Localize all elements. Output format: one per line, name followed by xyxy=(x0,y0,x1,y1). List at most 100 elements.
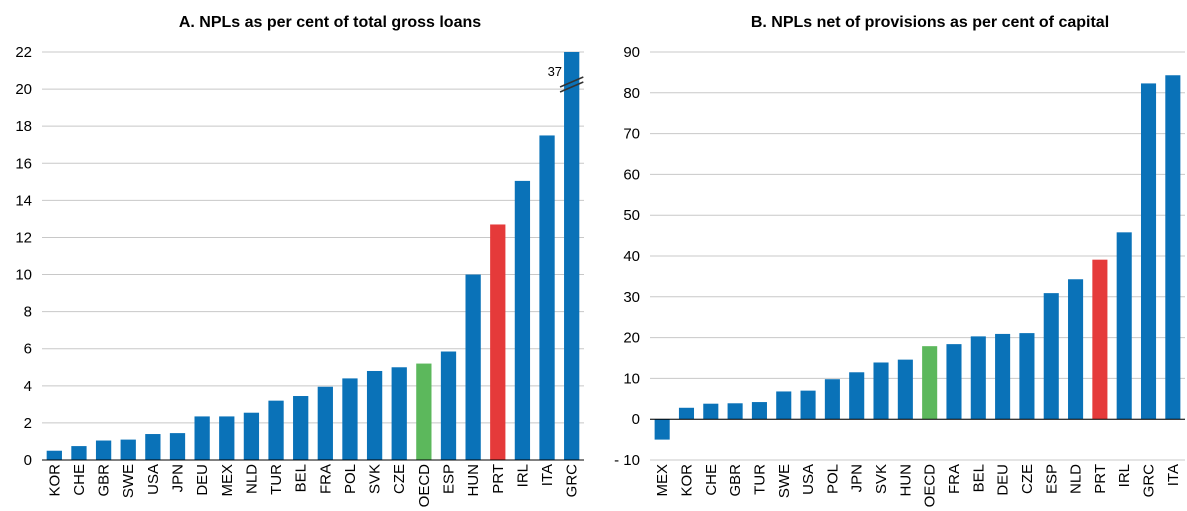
x-tick-label: MEX xyxy=(654,464,671,497)
chart-title: A. NPLs as per cent of total gross loans xyxy=(179,14,481,31)
bar xyxy=(897,359,913,420)
x-tick-label: OECD xyxy=(416,464,433,508)
x-tick-label: USA xyxy=(800,464,817,495)
bar xyxy=(800,390,816,420)
x-tick-label: SVK xyxy=(873,464,890,494)
x-tick-label: KOR xyxy=(678,464,695,497)
x-tick-label: JPN xyxy=(849,464,866,492)
bar xyxy=(1068,279,1084,420)
x-tick-label: IRL xyxy=(1116,464,1133,487)
bar xyxy=(995,333,1011,420)
bar xyxy=(391,367,407,460)
bar xyxy=(514,180,531,460)
chart-panel: B. NPLs net of provisions as per cent of… xyxy=(614,14,1185,507)
bars xyxy=(46,52,580,460)
bar xyxy=(873,362,889,420)
bar xyxy=(243,412,260,460)
x-tick-label: ESP xyxy=(1043,464,1060,494)
x-tick-label: SVK xyxy=(367,464,384,494)
bar xyxy=(342,378,358,460)
x-tick-label: GRC xyxy=(1141,464,1158,498)
bar xyxy=(1092,259,1108,420)
x-tick-label: BEL xyxy=(293,464,310,492)
x-tick-label: MEX xyxy=(219,464,236,497)
y-tick-label: 90 xyxy=(623,44,640,61)
x-tick-label: NLD xyxy=(243,464,260,494)
bar xyxy=(1019,333,1035,420)
bar xyxy=(727,403,743,420)
x-tick-label: POL xyxy=(824,464,841,494)
x-tick-label: DEU xyxy=(194,464,211,496)
bar xyxy=(678,407,695,420)
bar xyxy=(922,346,938,420)
x-tick-label: IRL xyxy=(514,464,531,487)
x-tick-label: CZE xyxy=(1019,464,1036,494)
y-tick-label: 10 xyxy=(15,267,32,284)
bar xyxy=(145,434,161,460)
bar xyxy=(1116,232,1132,420)
bar xyxy=(416,363,432,460)
bar xyxy=(970,336,986,420)
x-tick-label: ITA xyxy=(1165,464,1182,486)
x-tick-label: TUR xyxy=(751,464,768,495)
axis-break xyxy=(559,76,584,88)
bar xyxy=(564,52,580,460)
x-tick-label: USA xyxy=(145,464,162,495)
y-tick-label: 22 xyxy=(15,44,32,61)
chart-title: B. NPLs net of provisions as per cent of… xyxy=(751,14,1109,31)
bar xyxy=(194,416,210,460)
x-tick-label: CHE xyxy=(703,464,720,496)
bar xyxy=(490,224,506,460)
y-tick-label: 40 xyxy=(623,248,640,265)
y-tick-label: 50 xyxy=(623,207,640,224)
bar xyxy=(776,391,792,420)
x-tick-label: BEL xyxy=(970,464,987,492)
bar xyxy=(946,344,962,420)
x-tick-label: GBR xyxy=(727,464,744,497)
y-tick-label: 20 xyxy=(623,330,640,347)
bar xyxy=(169,433,186,460)
x-tick-label: FRA xyxy=(317,464,334,494)
x-tick-label: POL xyxy=(342,464,359,494)
y-tick-label: 70 xyxy=(623,126,640,143)
bar xyxy=(703,403,719,420)
y-tick-label: 6 xyxy=(24,341,32,358)
chart-panel: A. NPLs as per cent of total gross loans… xyxy=(15,14,584,508)
x-tick-label: DEU xyxy=(995,464,1012,496)
y-tick-label: 12 xyxy=(15,229,32,246)
bar xyxy=(824,379,840,420)
y-tick-label: 0 xyxy=(632,411,640,428)
bar xyxy=(1140,83,1157,420)
x-tick-label: KOR xyxy=(46,464,63,497)
bar xyxy=(465,274,481,460)
y-tick-label: 18 xyxy=(15,118,32,135)
y-tick-label: 2 xyxy=(24,415,32,432)
y-tick-label: 16 xyxy=(15,155,32,172)
x-tick-label: CZE xyxy=(391,464,408,494)
bar xyxy=(120,439,136,460)
x-tick-label: PRT xyxy=(490,464,507,494)
x-tick-label: ESP xyxy=(441,464,458,494)
bar xyxy=(654,419,670,440)
y-tick-label: 4 xyxy=(24,378,32,395)
x-tick-label: GBR xyxy=(96,464,113,497)
bar xyxy=(751,402,767,420)
x-tick-label: SWE xyxy=(776,464,793,498)
x-tick-label: HUN xyxy=(465,464,482,497)
axis-break xyxy=(559,81,584,93)
y-tick-label: 0 xyxy=(24,452,32,469)
bar xyxy=(539,135,555,460)
y-tick-label: 80 xyxy=(623,85,640,102)
x-tick-label: FRA xyxy=(946,464,963,494)
y-tick-label: 10 xyxy=(623,370,640,387)
x-tick-label: HUN xyxy=(897,464,914,497)
x-tick-label: PRT xyxy=(1092,464,1109,494)
bar xyxy=(317,386,333,460)
x-tick-label: GRC xyxy=(564,464,581,498)
bar xyxy=(95,440,112,460)
bars xyxy=(654,75,1181,440)
bar xyxy=(1043,293,1059,420)
bar xyxy=(219,416,235,460)
bar xyxy=(849,372,865,420)
